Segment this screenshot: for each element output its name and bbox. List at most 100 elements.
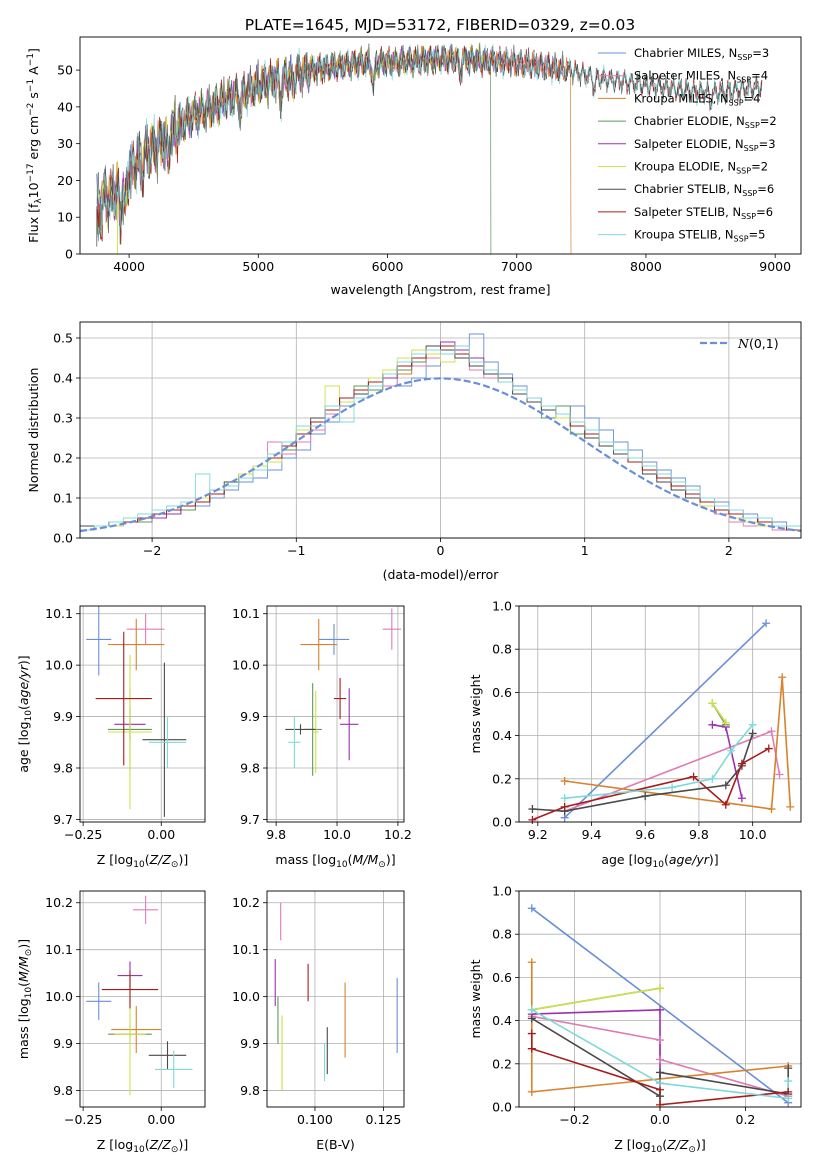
- age-vs-Z-ytick-label: 9.8: [53, 761, 73, 776]
- mass-vs-Z-axes: −0.25 0.009.89.910.010.110.2Z [log10(Z/Z⊙…: [16, 890, 206, 1155]
- mass-weight-vs-age-point-marker: [721, 718, 730, 727]
- mass-weight-vs-age-series-line: [564, 677, 792, 810]
- spectrum-legend-label: Salpeter ELODIE, NSSP=3: [634, 137, 776, 153]
- mass-weight-vs-age-point-marker: [708, 774, 717, 783]
- mass-weight-vs-age-xlabel: age [log10(age/yr)]: [601, 852, 718, 870]
- spectrum-legend-text: Salpeter MILES, N: [634, 69, 736, 83]
- spectrum-legend-n: =4: [751, 69, 768, 83]
- spectrum-ytick-label: 20: [57, 173, 73, 188]
- age-vs-mass-ytick-label: 9.9: [240, 709, 260, 724]
- mass-weight-vs-Z-xtick-label: 0.0: [650, 1112, 670, 1127]
- residual-histogram: [80, 345, 801, 538]
- spectrum-ylabel-part: −17: [26, 163, 36, 182]
- mass-weight-vs-age-point-marker: [721, 781, 730, 790]
- mass-weight-vs-age-ytick-label: 0.4: [492, 728, 512, 743]
- spectrum-xtick-label: 9000: [759, 259, 791, 274]
- age-vs-Z-ytick-label: 9.7: [53, 812, 73, 827]
- mass-weight-vs-age-ytick-label: 1.0: [492, 599, 512, 614]
- mass-vs-Z-ytick-label: 9.9: [53, 1036, 73, 1051]
- spectrum-line: [96, 42, 763, 232]
- mass-vs-EBV-plot-area: [274, 902, 398, 1091]
- age-vs-mass-ytick-label: 10.0: [232, 658, 260, 673]
- mass-weight-vs-Z-ytick-label: 0.0: [492, 1100, 512, 1115]
- mass-weight-vs-Z-point-marker: [527, 1014, 536, 1023]
- mass-vs-Z-ytick-label: 10.2: [45, 895, 73, 910]
- residuals-ytick-label: 0.2: [53, 451, 73, 466]
- mass-weight-vs-Z-ytick-label: 0.6: [492, 970, 512, 985]
- spectrum-legend-text: Kroupa STELIB, N: [634, 228, 734, 242]
- mass-weight-vs-Z-xtick-label: −0.2: [559, 1112, 589, 1127]
- mass-weight-vs-age-point-marker: [727, 746, 736, 755]
- age-vs-Z-xtick-label: 0.00: [147, 827, 175, 842]
- spectrum-legend-label: Chabrier ELODIE, NSSP=2: [634, 114, 777, 130]
- age-vs-Z-ytick-label: 10.0: [45, 658, 73, 673]
- mass-weight-vs-Z-xlabel-part: (: [662, 1137, 667, 1152]
- mass-weight-vs-age-xtick-label: 9.2: [528, 827, 548, 842]
- spectrum-legend-label: Chabrier STELIB, NSSP=6: [634, 182, 774, 198]
- mass-weight-vs-age-xlabel-part: (: [664, 852, 669, 867]
- residuals-xlabel: (data-model)/error: [383, 567, 500, 582]
- age-vs-mass-ytick-label: 10.1: [232, 606, 260, 621]
- residuals-xtick-label: −1: [287, 543, 305, 558]
- mass-weight-vs-Z-point-marker: [784, 1094, 793, 1103]
- age-vs-Z-ylabel-part: )]: [16, 655, 31, 665]
- mass-weight-vs-age-point-marker: [778, 673, 787, 682]
- plot-layer: 4000 5000 6000 7000 8000 900001020304050Chabr…: [16, 36, 802, 1155]
- gaussian-legend-args: (0,1): [749, 336, 779, 351]
- mass-weight-vs-age-xtick-label: 9.4: [582, 827, 602, 842]
- mass-weight-vs-age-point-marker: [528, 815, 537, 824]
- mass-weight-vs-age-xtick-label: 9.8: [689, 827, 709, 842]
- age-vs-mass-xtick-label: 9.8: [266, 827, 286, 842]
- residuals-frame: [79, 321, 802, 539]
- age-vs-Z-ylabel-part: age [log: [16, 721, 31, 772]
- spectrum-plot-area: [96, 42, 763, 254]
- spectrum-ylabel-part: Flux [f: [26, 203, 41, 243]
- mass-vs-Z-xlabel-part: )]: [178, 1137, 188, 1152]
- spectrum-legend-sub: SSP: [741, 212, 756, 221]
- mass-weight-vs-Z-ytick-label: 1.0: [492, 884, 512, 899]
- mass-weight-vs-age-point-marker: [737, 759, 746, 768]
- age-vs-Z-frame: [79, 605, 206, 823]
- mass-weight-vs-age-point-marker: [668, 783, 677, 792]
- mass-vs-Z-frame: [79, 890, 206, 1108]
- mass-vs-EBV-ytick-label: 10.2: [232, 895, 260, 910]
- spectrum-ylabel-part: −1: [26, 53, 36, 66]
- spectrum-legend-sub: SSP: [744, 144, 759, 153]
- mass-weight-vs-Z-point-marker: [527, 1087, 536, 1096]
- age-vs-Z-xlabel: Z [log10(Z/Z⊙)]: [97, 852, 188, 870]
- mass-weight-vs-Z-point-marker: [656, 1005, 664, 1014]
- mass-vs-Z-ytick-label: 10.1: [45, 942, 73, 957]
- spectrum-axes: 4000 5000 6000 7000 8000 9000 0 10 20 30 40 50 Chabr…: [26, 36, 802, 297]
- mass-weight-vs-age-series-line: [711, 702, 727, 724]
- mass-weight-vs-age-series-line: [532, 733, 754, 813]
- mass-weight-vs-Z-xlabel: Z [log10(Z/Z⊙)]: [614, 1137, 705, 1155]
- mass-weight-vs-Z-point-marker: [656, 1100, 664, 1109]
- mass-vs-Z-xlabel-part: (: [145, 1137, 150, 1152]
- age-vs-Z-xlabel-part: 10: [133, 860, 145, 870]
- mass-vs-Z-ylabel-part: )]: [16, 939, 31, 949]
- spectrum-legend-label: Kroupa STELIB, NSSP=5: [634, 228, 765, 244]
- spectrum-legend-label: Kroupa ELODIE, NSSP=2: [634, 160, 768, 176]
- mass-weight-vs-age-ylabel: mass weight: [468, 674, 483, 753]
- mass-weight-vs-Z-point-marker: [527, 1005, 536, 1014]
- residuals-xtick-label: 1: [581, 543, 589, 558]
- spectrum-legend-sub: SSP: [736, 167, 751, 176]
- mass-weight-vs-age-point-marker: [764, 744, 773, 753]
- mass-weight-vs-Z-point-marker: [656, 984, 664, 993]
- spectrum-legend-text: Chabrier MILES, N: [634, 46, 737, 60]
- age-vs-Z-xlabel-part: )]: [178, 852, 188, 867]
- spectrum-ylabel-part: s: [26, 92, 41, 103]
- mass-vs-Z-xlabel-part: Z/Z: [149, 1137, 172, 1152]
- gaussian-legend-N: N: [737, 336, 750, 351]
- spectrum-legend-n: =6: [756, 205, 773, 219]
- age-vs-Z-plot-area: [86, 606, 187, 817]
- mass-weight-vs-age-axes: 9.2 9.4 9.6 9.8 10.0 0.0 0.2 0.4 0.6 0.8 1.0 mass w…: [468, 599, 802, 870]
- mass-vs-Z-ylabel-part: M/M: [16, 956, 31, 982]
- spectrum-legend-sub: SSP: [745, 121, 760, 130]
- spectrum-legend-n: =3: [759, 137, 776, 151]
- mass-weight-vs-age-point-marker: [721, 800, 730, 809]
- spectrum-xtick-label: 4000: [113, 259, 145, 274]
- spectrum-ytick-label: 40: [57, 99, 73, 114]
- mass-weight-vs-age-point-marker: [767, 805, 776, 814]
- spectrum-legend-n: =5: [749, 228, 766, 242]
